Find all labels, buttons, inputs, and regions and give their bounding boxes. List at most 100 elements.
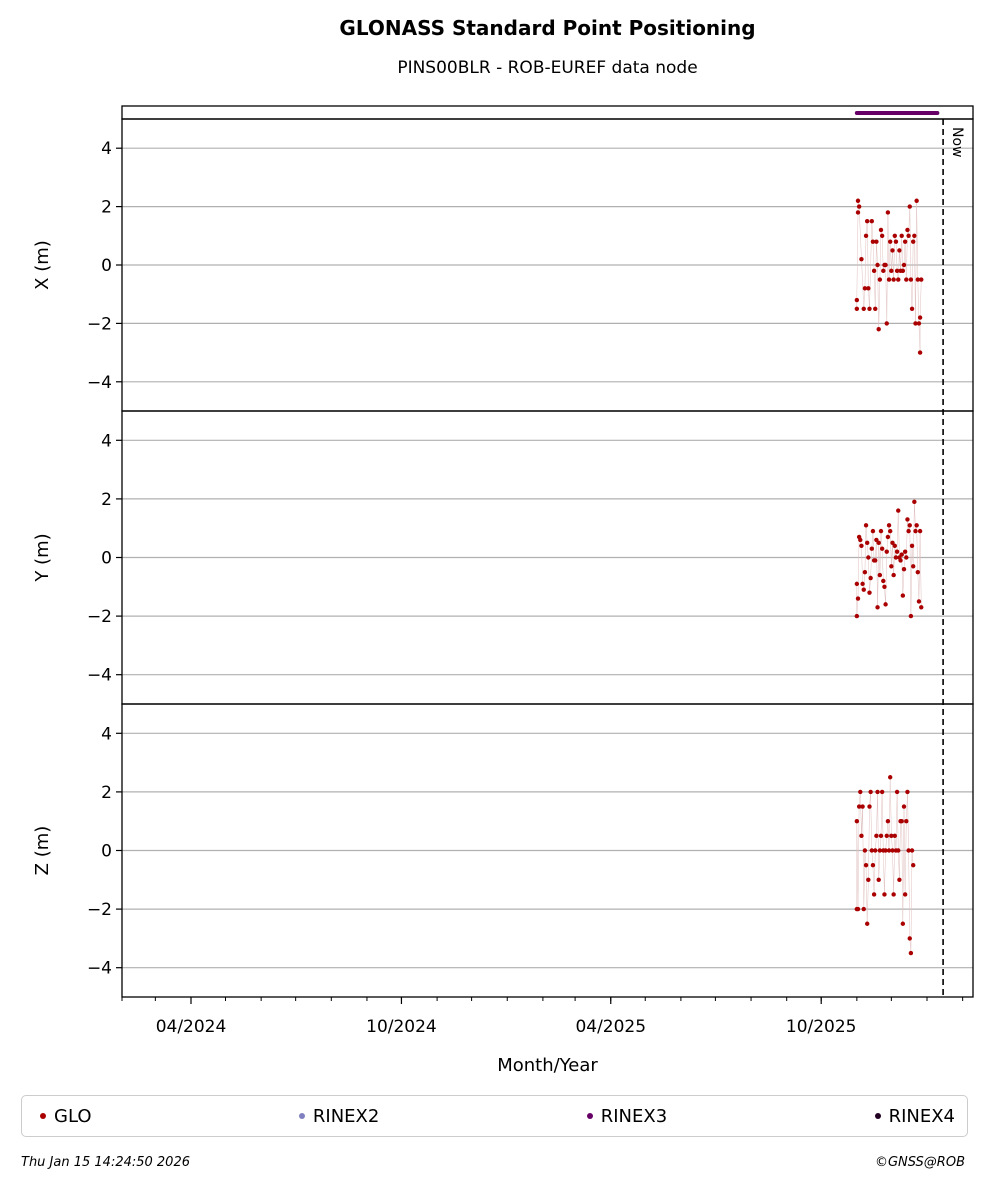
x-tick-label: 10/2024 [366,1017,437,1037]
data-point [913,321,918,326]
data-point [891,892,896,897]
x-tick-label: 04/2024 [156,1017,227,1037]
data-point [860,581,865,587]
data-point [901,262,907,268]
data-point [894,789,900,795]
data-point [919,605,924,610]
y-axis-label: Z (m) [32,826,53,876]
data-point [885,210,891,215]
data-point [876,540,881,546]
data-point [879,233,885,238]
data-point [911,862,916,868]
y-axis-label: X (m) [32,240,53,290]
data-point [906,233,911,238]
data-point [876,877,881,882]
chart-title: GLONASS Standard Point Positioning [339,16,756,40]
data-point [856,204,862,209]
data-point [858,537,863,543]
data-point [854,581,860,587]
data-point [901,804,907,809]
data-point [874,239,879,244]
legend-marker-rinex4 [874,1113,881,1119]
data-point [901,567,907,572]
data-point [898,558,903,563]
y-axis-label: Y (m) [32,533,53,582]
data-point [904,555,909,560]
data-point [861,906,866,912]
availability-strip [121,105,974,120]
data-point [911,239,916,244]
data-point [885,819,891,824]
data-point [883,848,888,853]
data-point [860,804,865,809]
data-point [878,227,884,233]
data-point [889,833,894,839]
data-point [911,564,916,569]
data-point [893,555,899,560]
data-point [861,587,866,592]
data-point [892,543,897,548]
data-point [904,819,909,824]
legend: GLO RINEX2 RINEX3 RINEX4 [21,1095,968,1137]
legend-item-glo: GLO [40,1106,92,1127]
data-point [881,578,886,584]
data-point [873,558,878,563]
data-point [888,775,893,780]
data-point [865,540,870,546]
data-point [856,804,862,809]
series-trace [856,501,922,617]
data-point [870,862,876,868]
data-point [894,268,900,274]
data-point [902,549,908,554]
data-point [877,848,883,853]
data-point [896,508,901,513]
x-tick-label: 04/2025 [575,1017,646,1037]
data-point [859,256,864,262]
legend-item-rinex3: RINEX3 [586,1106,667,1127]
legend-item-rinex4: RINEX4 [874,1106,955,1127]
data-point [882,584,887,589]
data-point [917,350,923,355]
y-tick-label: −2 [87,607,112,627]
data-point [900,268,906,274]
data-point [863,233,869,238]
data-point [879,546,885,551]
data-point [891,572,896,578]
data-point [906,528,911,534]
data-point [909,848,915,853]
data-point [854,306,860,311]
legend-label-rinex2: RINEX2 [312,1105,380,1127]
series-trace [856,200,922,353]
data-point [916,599,922,604]
data-point [885,534,891,540]
data-point [855,596,861,601]
data-point [854,297,860,303]
y-tick-label: 0 [101,549,112,569]
data-point [917,528,923,534]
legend-item-rinex2: RINEX2 [298,1105,380,1127]
y-tick-label: −2 [87,314,112,334]
data-point [908,277,914,282]
data-point [867,804,872,809]
data-point [886,848,892,853]
x-tick-label: 10/2025 [786,1017,857,1037]
data-point [858,789,863,795]
data-point [871,268,877,274]
chart-subtitle: PINS00BLR - ROB-EUREF data node [397,58,698,78]
y-tick-label: 2 [101,198,112,218]
data-point [907,204,912,209]
data-point [914,198,919,203]
data-point [854,613,860,619]
data-point [912,499,917,505]
data-point [875,262,880,268]
data-point [883,602,888,607]
data-point [897,248,902,253]
data-point [866,877,871,882]
data-point [868,575,873,581]
data-point [899,233,904,238]
data-point [867,306,872,311]
data-point [873,306,878,311]
data-point [861,306,866,311]
data-point [871,892,877,897]
data-point [878,833,884,839]
